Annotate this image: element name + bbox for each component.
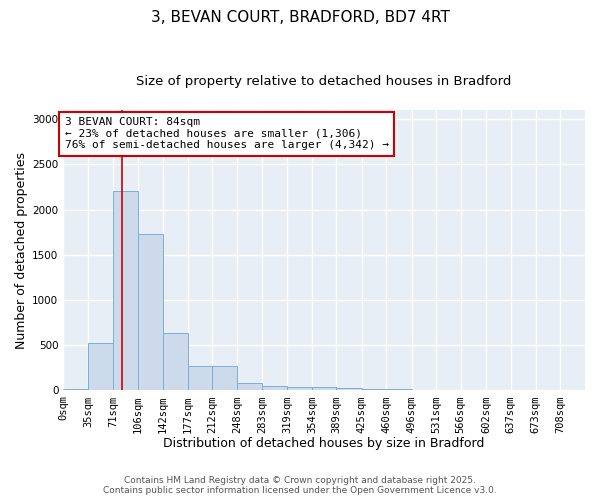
Text: 3, BEVAN COURT, BRADFORD, BD7 4RT: 3, BEVAN COURT, BRADFORD, BD7 4RT (151, 10, 449, 25)
Bar (262, 386, 287, 390)
Bar (138, 234, 163, 390)
Bar (88, 344, 113, 390)
Y-axis label: Number of detached properties: Number of detached properties (15, 152, 28, 348)
Bar (238, 383, 262, 390)
Text: 3 BEVAN COURT: 84sqm
← 23% of detached houses are smaller (1,306)
76% of semi-de: 3 BEVAN COURT: 84sqm ← 23% of detached h… (65, 117, 389, 150)
Bar (337, 388, 362, 390)
Bar (113, 192, 138, 390)
Title: Size of property relative to detached houses in Bradford: Size of property relative to detached ho… (136, 75, 512, 88)
Text: Contains HM Land Registry data © Crown copyright and database right 2025.
Contai: Contains HM Land Registry data © Crown c… (103, 476, 497, 495)
Bar (312, 388, 337, 390)
X-axis label: Distribution of detached houses by size in Bradford: Distribution of detached houses by size … (163, 437, 485, 450)
Bar (212, 366, 238, 390)
Bar (163, 334, 188, 390)
Bar (362, 389, 386, 390)
Bar (287, 387, 312, 390)
Bar (63, 388, 88, 390)
Bar (386, 388, 412, 390)
Bar (188, 366, 212, 390)
